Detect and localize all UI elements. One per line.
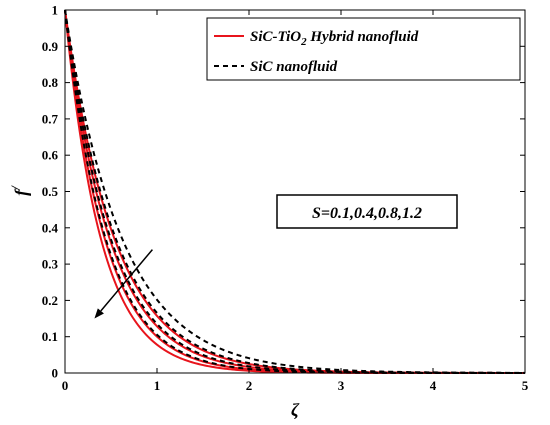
legend-label-hybrid-part-1: SiC-TiO	[250, 29, 301, 45]
x-axis-label: ζ	[291, 400, 300, 420]
annotation-text: S=0.1,0.4,0.8,1.2	[312, 205, 422, 222]
legend-box	[206, 17, 521, 81]
y-tick-label-3: 0.3	[42, 257, 59, 272]
y-tick-label-7: 0.7	[42, 111, 59, 126]
y-tick-label-0: 0	[52, 366, 59, 381]
y-tick-label-10: 1	[52, 3, 59, 18]
x-tick-label-5: 5	[522, 378, 529, 393]
y-axis-label: f/	[8, 185, 31, 196]
y-tick-label-2: 0.2	[42, 293, 58, 308]
y-tick-label-1: 0.1	[42, 329, 58, 344]
y-tick-label-6: 0.6	[42, 148, 59, 163]
series-line-nanofluid-1	[64, 9, 526, 374]
direction-arrow-head	[94, 308, 104, 319]
tick-labels-layer: 0 1 2 3 4 5 0 0.1 0.2 0.3 0.4 0.5 0.6 0.7 0.8 0.9 1	[42, 3, 529, 394]
legend-label-nanofluid: SiC nanofluid	[250, 59, 338, 75]
legend: SiC-TiO2 Hybrid nanofluid SiC nanofluid	[206, 17, 521, 81]
y-tick-label-9: 0.9	[42, 39, 59, 54]
legend-label-hybrid-part-2: Hybrid nanofluid	[307, 29, 419, 45]
direction-arrow	[100, 249, 153, 312]
y-tick-label-4: 0.4	[42, 220, 59, 235]
parameter-annotation: S=0.1,0.4,0.8,1.2	[276, 194, 458, 229]
y-axis-label-base: f	[11, 188, 31, 196]
x-tick-label-4: 4	[430, 378, 437, 393]
x-tick-label-1: 1	[154, 378, 161, 393]
legend-label-hybrid: SiC-TiO2 Hybrid nanofluid	[250, 29, 419, 48]
y-axis-label-sup: /	[8, 185, 23, 191]
arrow-layer	[94, 249, 153, 319]
x-tick-label-0: 0	[62, 378, 69, 393]
y-tick-label-5: 0.5	[42, 184, 59, 199]
legend-label-nanofluid-text: SiC nanofluid	[250, 59, 338, 75]
curves-layer	[64, 9, 526, 374]
x-tick-label-3: 3	[338, 378, 345, 393]
x-tick-label-2: 2	[246, 378, 253, 393]
y-tick-label-8: 0.8	[42, 75, 59, 90]
ticks-layer	[64, 9, 526, 374]
annotation-box	[276, 194, 458, 229]
legend-label-hybrid-subscript: 2	[300, 36, 307, 48]
